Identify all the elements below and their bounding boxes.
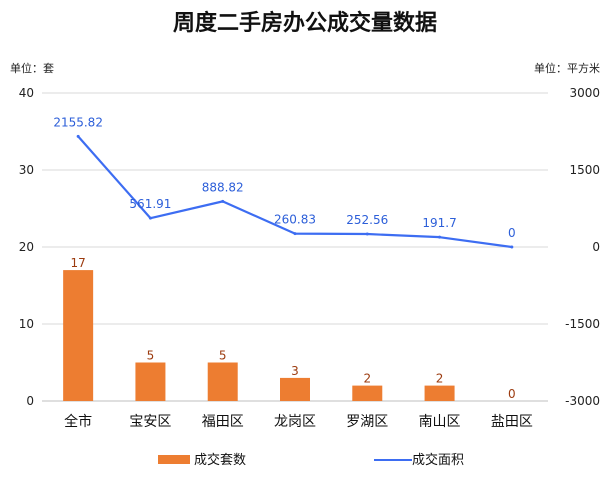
legend-swatch-bar (158, 455, 190, 464)
category-label: 南山区 (419, 414, 461, 430)
line-data-label: 191.7 (422, 216, 456, 230)
line-data-label: 888.82 (202, 180, 244, 194)
bar-data-label: 2 (436, 372, 444, 386)
line-data-label: 252.56 (346, 213, 388, 227)
category-labels: 全市 宝安区 福田区 龙岗区 罗湖区 南山区 盐田区 (64, 413, 533, 430)
bar-data-label: 2 (363, 372, 371, 386)
bar (207, 362, 238, 401)
bar-data-labels: 17 5 5 3 2 2 0 (71, 256, 516, 401)
line-point (365, 232, 369, 236)
bar-data-label: 3 (291, 364, 299, 378)
line-data-label: 561.91 (129, 197, 171, 211)
right-tick-label: -3000 (565, 394, 600, 408)
category-label: 龙岗区 (274, 414, 316, 430)
right-tick-label: 0 (592, 240, 600, 254)
left-tick-label: 20 (19, 240, 34, 254)
line-point (221, 199, 225, 203)
category-label: 全市 (64, 413, 92, 430)
right-tick-label: -1500 (565, 317, 600, 331)
left-tick-label: 40 (19, 86, 34, 100)
legend-label-line: 成交面积 (412, 452, 464, 468)
right-axis-ticks: -3000 -1500 0 1500 3000 (565, 86, 600, 408)
legend-label-bar: 成交套数 (194, 452, 246, 468)
left-axis-ticks: 0 10 20 30 40 (19, 86, 34, 408)
line-data-label: 260.83 (274, 213, 316, 227)
gridlines (42, 92, 548, 402)
line-data-label: 2155.82 (53, 115, 103, 129)
bar (424, 385, 455, 401)
category-label: 宝安区 (129, 414, 171, 430)
line-point (293, 232, 297, 236)
category-label: 盐田区 (491, 414, 533, 430)
legend: 成交套数 成交面积 (158, 452, 464, 468)
category-label: 罗湖区 (346, 414, 388, 430)
bar-data-label: 17 (71, 256, 86, 270)
bar (135, 362, 166, 401)
bar-data-label: 5 (147, 349, 155, 363)
right-tick-label: 3000 (569, 86, 600, 100)
chart-title: 周度二手房办公成交量数据 (173, 10, 437, 36)
left-tick-label: 30 (19, 163, 34, 177)
bar-data-label: 0 (508, 387, 516, 401)
bar (280, 377, 310, 401)
right-axis-unit: 单位：平方米 (534, 61, 600, 75)
left-axis-unit: 单位：套 (10, 61, 54, 75)
category-label: 福田区 (202, 414, 244, 430)
line-point (510, 245, 514, 249)
line-point (438, 235, 442, 239)
bar-data-label: 5 (219, 349, 227, 363)
line-data-labels: 2155.82 561.91 888.82 260.83 252.56 191.7 0 (53, 115, 515, 240)
left-tick-label: 10 (19, 317, 34, 331)
right-tick-label: 1500 (569, 163, 600, 177)
line-point (76, 134, 80, 138)
line-series (76, 134, 514, 249)
bar (63, 270, 94, 401)
bar (352, 385, 383, 401)
line-data-label: 0 (508, 226, 516, 240)
line-path (77, 135, 513, 249)
line-point (148, 216, 152, 220)
left-tick-label: 0 (26, 394, 34, 408)
bar-series (63, 270, 455, 401)
